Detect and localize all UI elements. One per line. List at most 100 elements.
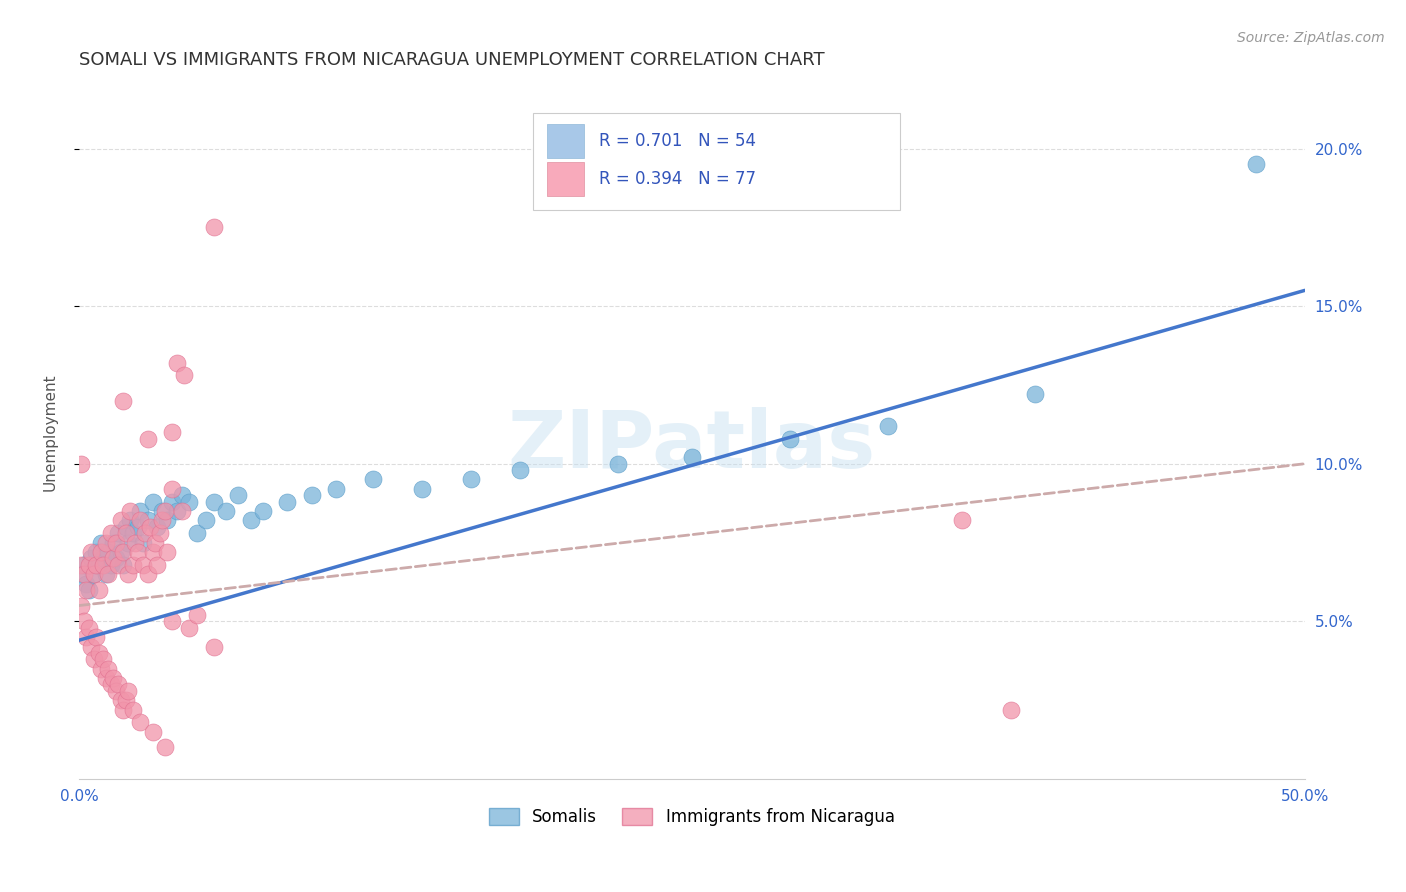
Point	[131, 535, 153, 549]
Point	[103, 551, 125, 566]
Point	[1244, 157, 1267, 171]
Point	[87, 646, 110, 660]
Point	[156, 513, 179, 527]
Point	[94, 671, 117, 685]
Point	[77, 582, 100, 597]
Point	[93, 652, 115, 666]
Point	[301, 488, 323, 502]
Point	[1024, 387, 1046, 401]
Point	[779, 432, 801, 446]
Point	[107, 558, 129, 572]
Point	[103, 671, 125, 685]
Point	[107, 526, 129, 541]
Point	[202, 494, 225, 508]
Point	[77, 621, 100, 635]
Point	[1000, 702, 1022, 716]
Point	[110, 513, 132, 527]
Point	[112, 558, 135, 572]
Point	[112, 545, 135, 559]
Point	[103, 535, 125, 549]
Point	[110, 693, 132, 707]
Point	[160, 615, 183, 629]
Point	[83, 567, 105, 582]
Point	[141, 494, 163, 508]
Point	[114, 526, 136, 541]
Point	[93, 551, 115, 566]
Text: ZIPatlas: ZIPatlas	[508, 407, 876, 485]
Point	[160, 482, 183, 496]
Point	[173, 368, 195, 383]
Point	[75, 630, 97, 644]
Point	[94, 567, 117, 582]
Point	[160, 494, 183, 508]
Point	[276, 494, 298, 508]
Point	[80, 545, 103, 559]
Point	[77, 558, 100, 572]
Point	[252, 504, 274, 518]
Point	[97, 567, 120, 582]
Point	[153, 740, 176, 755]
Point	[110, 545, 132, 559]
Point	[100, 558, 122, 572]
Point	[70, 599, 93, 613]
Point	[607, 457, 630, 471]
Point	[131, 558, 153, 572]
Point	[129, 513, 152, 527]
Point	[104, 683, 127, 698]
Point	[239, 513, 262, 527]
Text: R = 0.701   N = 54: R = 0.701 N = 54	[599, 132, 755, 150]
Y-axis label: Unemployment: Unemployment	[44, 374, 58, 491]
Point	[166, 356, 188, 370]
Point	[143, 535, 166, 549]
Point	[93, 558, 115, 572]
Point	[141, 724, 163, 739]
Point	[136, 513, 159, 527]
Point	[141, 545, 163, 559]
Point	[149, 526, 172, 541]
Point	[681, 450, 703, 465]
Point	[90, 545, 112, 559]
Point	[70, 567, 93, 582]
Point	[411, 482, 433, 496]
Point	[97, 662, 120, 676]
Point	[156, 545, 179, 559]
Legend: Somalis, Immigrants from Nicaragua: Somalis, Immigrants from Nicaragua	[482, 802, 901, 833]
Point	[170, 488, 193, 502]
Point	[202, 220, 225, 235]
Point	[150, 513, 173, 527]
Point	[179, 621, 201, 635]
Point	[84, 630, 107, 644]
Point	[134, 526, 156, 541]
Point	[84, 558, 107, 572]
Point	[114, 693, 136, 707]
Point	[90, 662, 112, 676]
Point	[160, 425, 183, 440]
Point	[117, 535, 139, 549]
Point	[136, 432, 159, 446]
Point	[100, 526, 122, 541]
Point	[90, 535, 112, 549]
Point	[80, 640, 103, 654]
Point	[129, 715, 152, 730]
Point	[509, 463, 531, 477]
Point	[73, 558, 96, 572]
Point	[75, 582, 97, 597]
Point	[122, 526, 145, 541]
Text: Source: ZipAtlas.com: Source: ZipAtlas.com	[1237, 31, 1385, 45]
Point	[112, 702, 135, 716]
Point	[83, 567, 105, 582]
Point	[120, 513, 142, 527]
Point	[186, 607, 208, 622]
Point	[129, 504, 152, 518]
Point	[117, 683, 139, 698]
Point	[153, 504, 176, 518]
Point	[950, 513, 973, 527]
FancyBboxPatch shape	[547, 124, 583, 158]
Text: R = 0.394   N = 77: R = 0.394 N = 77	[599, 170, 755, 188]
Point	[150, 504, 173, 518]
Point	[226, 488, 249, 502]
FancyBboxPatch shape	[547, 162, 583, 195]
Point	[100, 677, 122, 691]
Point	[104, 551, 127, 566]
Point	[179, 494, 201, 508]
